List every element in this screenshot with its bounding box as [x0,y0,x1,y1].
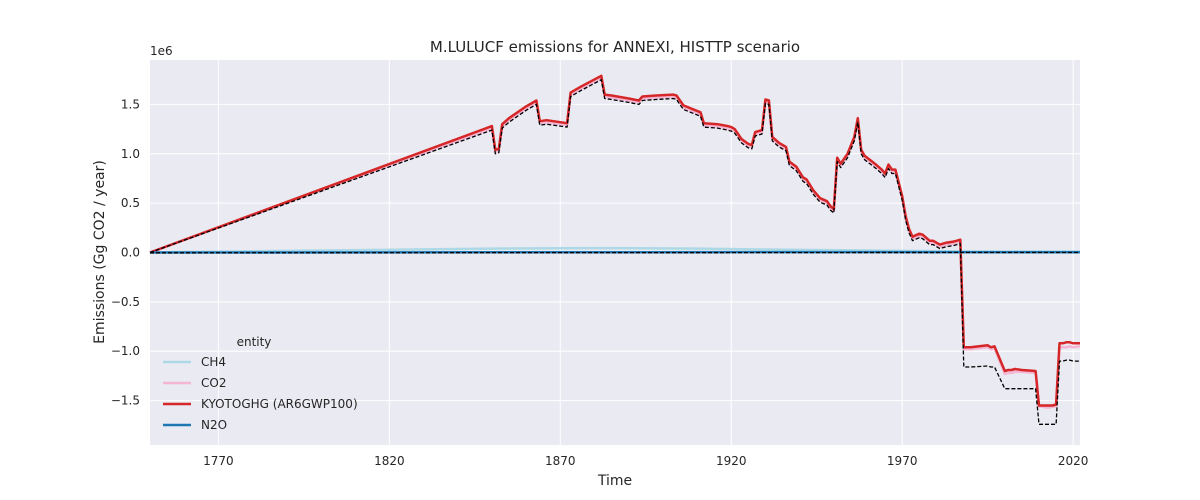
legend-label-n2o: N2O [201,418,227,432]
y-axis-label: Emissions (Gg CO2 / year) [92,160,108,344]
chart-title: M.LULUCF emissions for ANNEXI, HISTTP sc… [430,38,800,56]
x-tick-label: 1820 [374,454,405,468]
x-tick-label: 1970 [887,454,918,468]
x-axis-label: Time [597,473,632,489]
legend-label-ch4: CH4 [201,355,226,369]
y-tick-label: −0.5 [111,295,140,309]
tick-labels: 1770 1820 1870 1920 1970 2020 −1.5 −1.0 −0.5 0.0 0… [111,97,1089,468]
y-tick-label: 1.0 [121,147,140,161]
series-line-kyotoghg-ar6gwp100 [149,74,1080,407]
legend-title: entity [237,335,272,349]
x-tick-label: 1770 [203,454,234,468]
x-tick-label: 2020 [1058,454,1089,468]
reference-dashed-line [149,79,1080,425]
legend-label-co2: CO2 [201,376,226,390]
y-tick-label: 0.5 [121,196,140,210]
legend-items: CH4 CO2 KYOTOGHG (AR6GWP100) N2O [163,355,358,432]
legend-label-kyotoghg-ar6gwp100: KYOTOGHG (AR6GWP100) [201,397,358,411]
x-tick-label: 1920 [716,454,747,468]
y-tick-label: −1.0 [111,344,140,358]
y-tick-label: 1.5 [121,97,140,111]
y-tick-label: 0.0 [121,246,140,260]
legend: entity CH4 CO2 KYOTOGHG (AR6GWP100) N2O [163,335,358,432]
x-tick-label: 1870 [545,454,576,468]
y-offset-label: 1e6 [150,44,173,58]
y-tick-label: −1.5 [111,394,140,408]
series-layer [149,74,1081,425]
